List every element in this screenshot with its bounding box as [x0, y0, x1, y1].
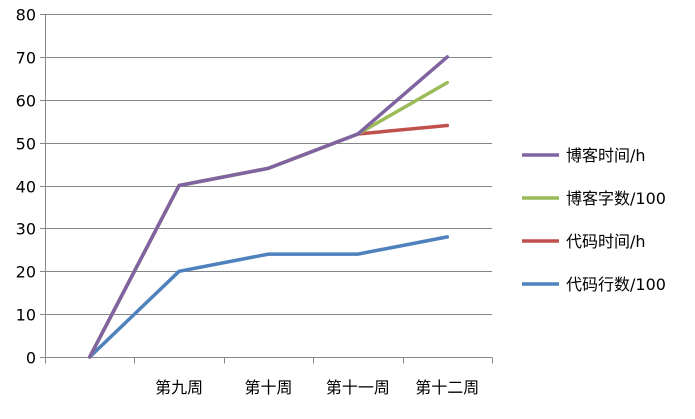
x-tick-label: 第十二周: [415, 378, 479, 397]
y-tick-label: 0: [26, 349, 36, 368]
series-line: [87, 235, 450, 359]
series-lines: [87, 55, 450, 359]
y-tick-label: 60: [16, 92, 36, 111]
legend: 博客时间/h 博客字数/100 代码时间/h 代码行数/100: [522, 146, 666, 294]
axes: 0 10 20 30 40 50 60 70 80 第九周 第十周 第十一周 第十二周: [16, 6, 493, 397]
legend-label: 代码行数/100: [566, 275, 666, 294]
y-tick-label: 30: [16, 220, 36, 239]
x-tick-label: 第九周: [155, 378, 203, 397]
gridlines: [45, 14, 492, 315]
legend-label: 博客时间/h: [566, 146, 646, 165]
legend-label: 代码时间/h: [566, 232, 646, 251]
y-tick-label: 80: [16, 6, 36, 25]
x-tick-label: 第十周: [244, 378, 292, 397]
y-tick-label: 50: [16, 135, 36, 154]
y-tick-label: 20: [16, 263, 36, 282]
y-tick-label: 10: [16, 306, 36, 325]
series-line: [87, 55, 450, 359]
legend-label: 博客字数/100: [566, 189, 666, 208]
series-line: [87, 123, 450, 359]
y-tick-label: 40: [16, 178, 36, 197]
y-tick-label: 70: [16, 49, 36, 68]
x-tick-label: 第十一周: [326, 378, 390, 397]
series-line: [87, 80, 450, 359]
